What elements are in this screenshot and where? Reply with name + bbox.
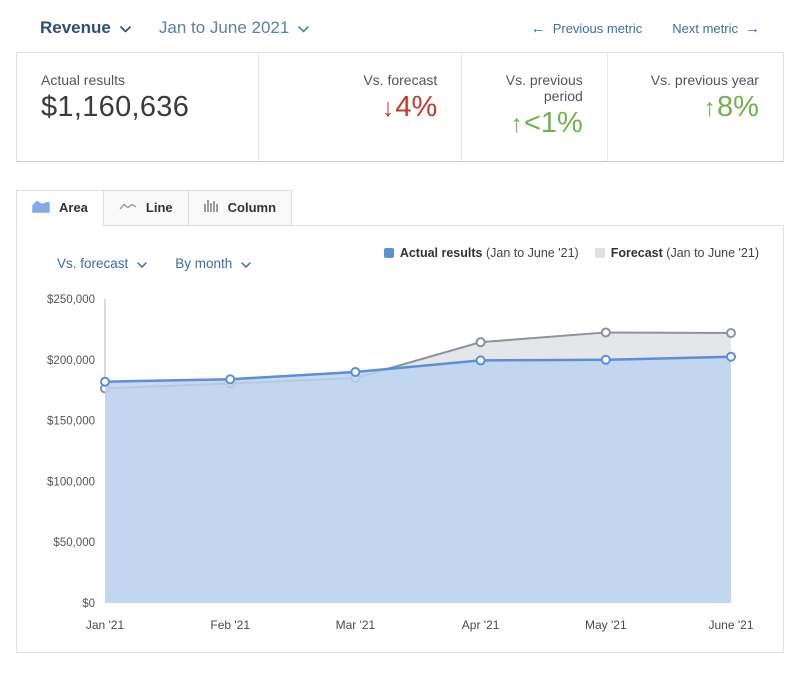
chart-type-tabs: Area Line Column bbox=[16, 190, 784, 226]
card-value: 8% bbox=[717, 91, 759, 123]
page-header: Revenue Jan to June 2021 ← Previous metr… bbox=[0, 0, 800, 52]
chevron-down-icon bbox=[241, 256, 252, 271]
legend-series-name: Forecast bbox=[610, 246, 663, 260]
comparison-dropdown[interactable]: Vs. forecast bbox=[57, 256, 148, 271]
chevron-down-icon bbox=[298, 18, 310, 38]
card-label: Actual results bbox=[41, 72, 126, 88]
svg-text:$150,000: $150,000 bbox=[47, 416, 95, 428]
card-label: Vs. previous year bbox=[650, 72, 759, 88]
legend-series-period: (Jan to June '21) bbox=[485, 246, 579, 260]
date-range-label: Jan to June 2021 bbox=[158, 18, 290, 37]
tab-label: Column bbox=[227, 200, 277, 215]
svg-text:Mar '21: Mar '21 bbox=[336, 618, 376, 632]
comparison-dropdown-label: Vs. forecast bbox=[57, 256, 129, 271]
previous-metric-button[interactable]: ← Previous metric bbox=[531, 21, 643, 36]
tab-label: Line bbox=[145, 200, 173, 215]
area-chart-icon bbox=[32, 200, 50, 216]
tab-column[interactable]: Column bbox=[187, 190, 293, 226]
legend-swatch bbox=[383, 248, 394, 258]
card-value: $1,160,636 bbox=[41, 91, 190, 123]
legend-item-actual: Actual results (Jan to June '21) bbox=[383, 246, 579, 260]
metric-selector[interactable]: Revenue bbox=[40, 18, 131, 38]
chart-legend: Actual results (Jan to June '21) Forecas… bbox=[383, 244, 759, 260]
tab-area[interactable]: Area bbox=[16, 190, 104, 226]
svg-text:$0: $0 bbox=[82, 598, 95, 610]
chevron-down-icon bbox=[120, 18, 131, 38]
card-value: <1% bbox=[523, 107, 583, 139]
date-range-selector[interactable]: Jan to June 2021 bbox=[158, 18, 310, 38]
svg-text:$50,000: $50,000 bbox=[53, 537, 95, 549]
card-vs-previous-period: Vs. previous period ↑<1% bbox=[461, 53, 607, 161]
card-vs-forecast: Vs. forecast ↓4% bbox=[258, 53, 461, 161]
svg-text:$250,000: $250,000 bbox=[47, 294, 95, 306]
column-chart-icon bbox=[203, 199, 219, 216]
legend-series-name: Actual results bbox=[399, 246, 483, 260]
svg-text:June '21: June '21 bbox=[709, 618, 754, 632]
legend-item-forecast: Forecast (Jan to June '21) bbox=[594, 246, 759, 260]
arrow-up-icon: ↑ bbox=[510, 110, 523, 138]
metric-selector-label: Revenue bbox=[40, 18, 111, 37]
legend-swatch bbox=[594, 248, 605, 258]
chevron-down-icon bbox=[137, 256, 148, 271]
chart-area: $0 $50,000 $100,000 $150,000 $200,000 $250,00… bbox=[41, 285, 759, 640]
card-value: 4% bbox=[395, 91, 438, 123]
svg-text:$100,000: $100,000 bbox=[47, 476, 95, 488]
revenue-area-chart[interactable]: $0 $50,000 $100,000 $150,000 $200,000 $250,00… bbox=[41, 289, 761, 635]
chart-panel: Vs. forecast By month Actual results (Ja… bbox=[16, 225, 784, 653]
arrow-right-icon: → bbox=[745, 19, 760, 37]
arrow-left-icon: ← bbox=[530, 19, 546, 37]
line-chart-icon bbox=[119, 200, 137, 216]
card-delta: ↑<1% bbox=[486, 107, 583, 140]
arrow-down-icon: ↓ bbox=[381, 94, 395, 122]
svg-text:Apr '21: Apr '21 bbox=[462, 618, 500, 632]
svg-text:$200,000: $200,000 bbox=[47, 355, 95, 367]
card-vs-previous-year: Vs. previous year ↑8% bbox=[606, 53, 783, 161]
summary-cards: Actual results $1,160,636 Vs. forecast ↓… bbox=[16, 52, 784, 162]
granularity-dropdown-label: By month bbox=[175, 256, 233, 271]
card-label: Vs. previous period bbox=[505, 72, 583, 104]
arrow-up-icon: ↑ bbox=[703, 94, 717, 122]
svg-text:Feb '21: Feb '21 bbox=[210, 618, 250, 632]
granularity-dropdown[interactable]: By month bbox=[175, 256, 252, 271]
svg-text:Jan '21: Jan '21 bbox=[86, 618, 125, 632]
tab-label: Area bbox=[59, 200, 88, 215]
card-delta: ↓4% bbox=[283, 91, 437, 124]
card-label: Vs. forecast bbox=[363, 72, 438, 88]
card-delta: ↑8% bbox=[632, 91, 759, 124]
svg-text:May '21: May '21 bbox=[585, 618, 627, 632]
next-metric-button[interactable]: Next metric → bbox=[672, 21, 760, 36]
chart-section: Area Line Column bbox=[16, 190, 784, 653]
next-metric-label: Next metric bbox=[672, 20, 738, 36]
card-actual-results: Actual results $1,160,636 bbox=[17, 53, 258, 161]
tab-line[interactable]: Line bbox=[102, 190, 189, 226]
legend-series-period: (Jan to June '21) bbox=[666, 246, 759, 260]
previous-metric-label: Previous metric bbox=[552, 20, 643, 36]
